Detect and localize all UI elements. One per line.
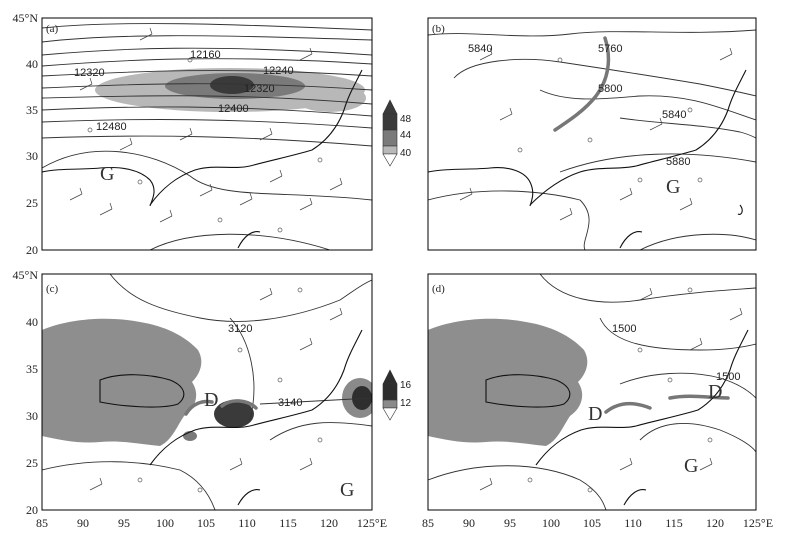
lat-tick: 35 — [26, 103, 38, 117]
barbs-c — [89, 287, 343, 493]
panel-a: (a) 12160 12240 12320 12320 12400 12480 … — [41, 17, 412, 251]
barbs-a — [69, 27, 343, 233]
shading-c — [214, 400, 254, 428]
lat-tick: 25 — [26, 196, 38, 210]
lon-tick: 120 — [706, 516, 724, 530]
tibetan-plateau-mask — [42, 318, 202, 446]
panel-label: (a) — [46, 23, 59, 35]
panel-c: (c) 3120 3140 D G 16 12 — [41, 273, 412, 511]
lat-tick: 20 — [26, 243, 38, 257]
lon-tick: 90 — [463, 516, 475, 530]
panel-b: (b) 5840 5760 5800 5840 5880 G — [427, 17, 757, 251]
colorbar-c: 16 12 — [382, 369, 412, 421]
contour-label: 3120 — [228, 323, 252, 335]
frame-c — [41, 273, 373, 511]
high-pressure-symbol: G — [340, 479, 354, 501]
contour-label: 12320 — [74, 67, 105, 79]
lat-tick: 40 — [26, 57, 38, 71]
lon-tick: 100 — [156, 516, 174, 530]
frame-d — [427, 273, 757, 511]
panel-d: (d) 1500 1500 D D G — [427, 273, 757, 511]
isohypses-c — [42, 274, 372, 510]
colorbar-tick: 44 — [400, 130, 412, 141]
lon-tick: 105 — [197, 516, 215, 530]
contour-label: 5760 — [598, 43, 622, 55]
coast-a — [42, 69, 363, 249]
trough-line — [184, 399, 214, 416]
lon-tick: 110 — [624, 516, 642, 530]
trough-line — [604, 401, 652, 414]
contour-label: 12240 — [263, 65, 294, 77]
panel-label: (b) — [432, 23, 445, 35]
contour-label: 5840 — [662, 109, 686, 121]
contour-label: 12320 — [244, 83, 275, 95]
contour-label: 1500 — [716, 371, 740, 383]
contour-label: 1500 — [612, 323, 636, 335]
high-pressure-symbol: G — [684, 455, 698, 477]
coast-c — [99, 329, 363, 506]
lat-tick: 20 — [26, 503, 38, 517]
lat-tick: 30 — [26, 409, 38, 423]
lon-tick: 85 — [422, 516, 434, 530]
barbs-b — [459, 47, 733, 221]
lon-tick: 115 — [665, 516, 683, 530]
coast-d — [485, 329, 749, 506]
lon-tick: 125°E — [357, 516, 387, 530]
isohypses-a — [42, 23, 372, 250]
colorbar-tick: 16 — [400, 380, 412, 391]
shading-a — [95, 68, 366, 112]
trough-line — [553, 36, 611, 132]
contour-label: 12400 — [218, 103, 249, 115]
lon-tick: 105 — [583, 516, 601, 530]
lon-tick: 125°E — [743, 516, 773, 530]
panel-label: (c) — [46, 283, 59, 295]
lon-tick: 120 — [320, 516, 338, 530]
low-pressure-symbol: D — [588, 403, 602, 425]
contour-label: 5800 — [598, 83, 622, 95]
contour-label: 12480 — [96, 121, 127, 133]
tibetan-plateau-mask — [428, 318, 588, 446]
colorbar-tick: 40 — [400, 148, 412, 159]
lat-tick: 45°N — [13, 11, 39, 25]
low-pressure-symbol: D — [708, 381, 722, 403]
low-pressure-symbol: D — [204, 389, 218, 411]
colorbar-tick: 48 — [400, 114, 412, 125]
lat-tick: 25 — [26, 456, 38, 470]
lat-tick: 35 — [26, 362, 38, 376]
panel-label: (d) — [432, 283, 445, 295]
lon-tick: 95 — [118, 516, 130, 530]
lat-tick: 40 — [26, 315, 38, 329]
lat-tick: 45°N — [13, 268, 39, 282]
contour-label: 3140 — [278, 397, 302, 409]
lon-tick: 110 — [238, 516, 256, 530]
frame-b — [427, 17, 757, 251]
lon-tick: 115 — [279, 516, 297, 530]
contour-label: 12160 — [190, 49, 221, 61]
axis-labels: 45°N 40 35 30 25 20 45°N 40 35 30 25 20 … — [13, 11, 774, 530]
lon-tick: 90 — [77, 516, 89, 530]
high-pressure-symbol: G — [666, 176, 680, 198]
coast-b — [428, 69, 747, 249]
colorbar-a: 48 44 40 — [382, 99, 412, 167]
high-pressure-symbol: G — [100, 163, 114, 185]
contour-label: 5840 — [468, 43, 492, 55]
lon-tick: 100 — [542, 516, 560, 530]
frame-a — [41, 17, 373, 251]
colorbar-tick: 12 — [400, 398, 412, 409]
lon-tick: 95 — [504, 516, 516, 530]
lon-tick: 85 — [36, 516, 48, 530]
barbs-d — [479, 287, 743, 493]
lat-tick: 30 — [26, 149, 38, 163]
contour-label: 5880 — [666, 156, 690, 168]
